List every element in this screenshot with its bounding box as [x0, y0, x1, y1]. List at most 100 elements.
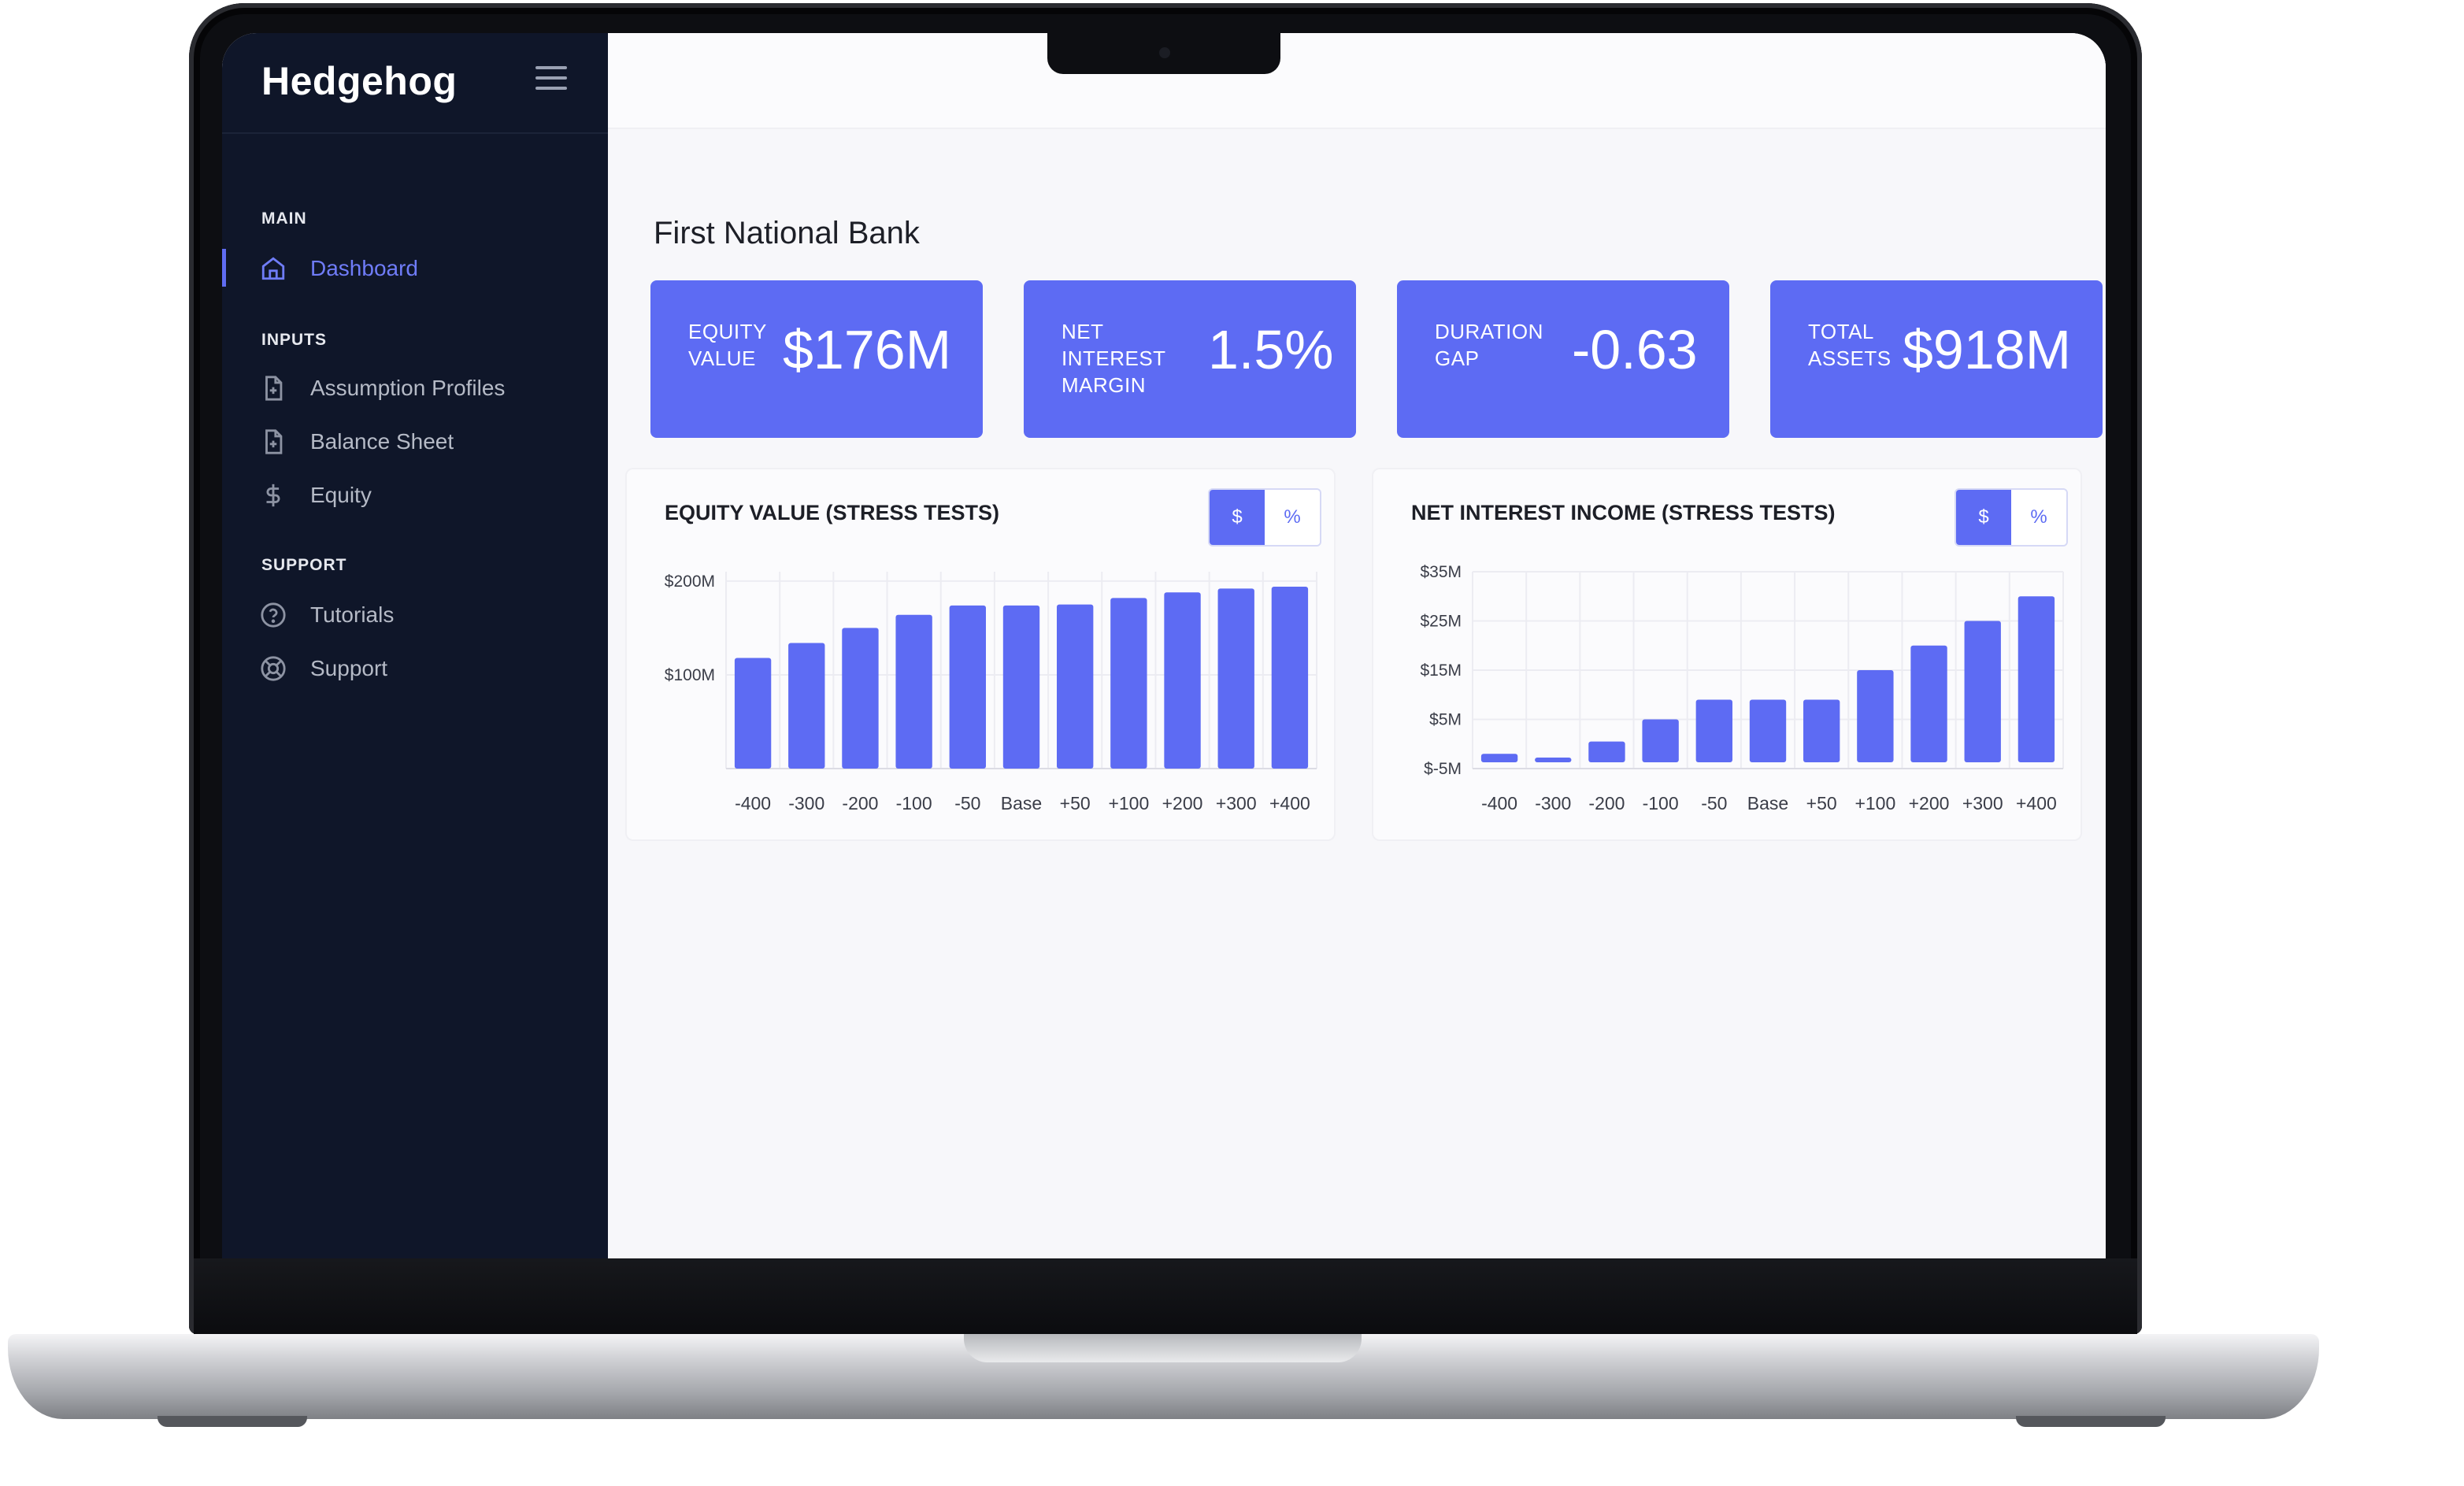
percent-toggle-button[interactable]: %: [2011, 490, 2066, 545]
kpi-label: NET INTEREST MARGIN: [1062, 320, 1166, 397]
kpi-value: $176M: [783, 319, 952, 380]
sidebar-item-assumption-profiles[interactable]: Assumption Profiles: [222, 365, 608, 409]
x-tick-label: +400: [1269, 793, 1310, 813]
x-tick-label: +200: [1162, 793, 1203, 813]
laptop-foot-right: [2016, 1416, 2166, 1427]
bar[interactable]: [1535, 758, 1572, 762]
lifebuoy-icon: [261, 656, 286, 681]
hamburger-menu-icon[interactable]: [535, 66, 567, 93]
brand-logo[interactable]: Hedgehog: [261, 59, 458, 103]
x-tick-label: Base: [1001, 793, 1042, 813]
y-tick-label: $100M: [665, 666, 715, 684]
laptop-hinge: [194, 1258, 2137, 1334]
kpi-card-equity-value[interactable]: EQUITY VALUE $176M: [650, 280, 983, 438]
bar[interactable]: [1642, 719, 1679, 763]
bar[interactable]: [788, 643, 825, 769]
x-tick-label: -100: [896, 793, 932, 813]
sidebar: Hedgehog MAIN Dashboard INPUTS Assumptio…: [222, 33, 608, 1258]
bar[interactable]: [1695, 699, 1732, 763]
bar[interactable]: [895, 614, 932, 769]
help-circle-icon: [261, 602, 286, 628]
x-tick-label: -300: [788, 793, 824, 813]
kpi-card-duration-gap[interactable]: DURATION GAP -0.63: [1397, 280, 1729, 438]
y-tick-label: $35M: [1420, 563, 1462, 581]
kpi-value: $918M: [1903, 319, 2072, 380]
unit-toggle: $ %: [1955, 488, 2068, 547]
x-tick-label: -50: [954, 793, 980, 813]
brand-row: Hedgehog: [222, 33, 608, 134]
kpi-label: TOTAL ASSETS: [1808, 320, 1892, 370]
bar[interactable]: [1271, 587, 1309, 769]
dollar-toggle-button[interactable]: $: [1956, 490, 2011, 545]
sidebar-item-support[interactable]: Support: [222, 646, 608, 690]
x-tick-label: +400: [2016, 793, 2057, 813]
x-tick-label: +300: [1216, 793, 1257, 813]
x-tick-label: Base: [1747, 793, 1788, 813]
x-tick-label: -400: [735, 793, 771, 813]
screen: Hedgehog MAIN Dashboard INPUTS Assumptio…: [222, 33, 2106, 1258]
bar[interactable]: [1057, 604, 1094, 769]
bar[interactable]: [1480, 754, 1518, 762]
x-tick-label: -200: [1588, 793, 1625, 813]
kpi-value: -0.63: [1572, 319, 1698, 380]
bar[interactable]: [1217, 588, 1254, 769]
y-tick-label: $15M: [1420, 661, 1462, 680]
bar[interactable]: [1164, 592, 1201, 769]
sidebar-item-balance-sheet[interactable]: Balance Sheet: [222, 419, 608, 463]
bar[interactable]: [1588, 741, 1625, 762]
x-tick-label: +100: [1108, 793, 1149, 813]
sidebar-item-tutorials[interactable]: Tutorials: [222, 592, 608, 636]
y-tick-label: $-5M: [1424, 760, 1462, 778]
x-tick-label: -50: [1701, 793, 1727, 813]
x-tick-label: -100: [1643, 793, 1679, 813]
x-tick-label: +300: [1962, 793, 2003, 813]
x-tick-label: -400: [1481, 793, 1517, 813]
laptop-opening-notch: [964, 1334, 1362, 1362]
bar[interactable]: [842, 628, 879, 769]
y-tick-label: $5M: [1429, 711, 1462, 729]
kpi-value: 1.5%: [1208, 319, 1334, 380]
kpi-card-total-assets[interactable]: TOTAL ASSETS $918M: [1770, 280, 2103, 438]
bar[interactable]: [1964, 621, 2001, 763]
file-plus-icon: [265, 376, 283, 401]
bar[interactable]: [2018, 596, 2055, 762]
equity-value-bar-chart: $100M $200M -400 -300 -200 -100 -50 Base +50 +100…: [665, 572, 1317, 813]
bar[interactable]: [1749, 699, 1787, 763]
chart-title: NET INTEREST INCOME (STRESS TESTS): [1411, 501, 1836, 524]
bar[interactable]: [1110, 598, 1147, 769]
sidebar-item-label: Support: [310, 656, 388, 680]
x-tick-label: +50: [1806, 793, 1837, 813]
sidebar-item-label: Equity: [310, 483, 372, 507]
section-label-main: MAIN: [261, 209, 307, 228]
sidebar-item-equity[interactable]: Equity: [222, 472, 608, 517]
bar[interactable]: [734, 658, 772, 769]
kpi-card-net-interest-margin[interactable]: NET INTEREST MARGIN 1.5%: [1024, 280, 1356, 438]
chart-title: EQUITY VALUE (STRESS TESTS): [665, 501, 1000, 524]
bar[interactable]: [1910, 645, 1947, 762]
sidebar-item-label: Dashboard: [310, 256, 418, 280]
topbar: [608, 33, 2106, 129]
bar[interactable]: [1857, 670, 1894, 762]
sidebar-item-label: Balance Sheet: [310, 429, 454, 454]
page-title: First National Bank: [654, 216, 920, 250]
section-label-support: SUPPORT: [261, 556, 347, 574]
x-tick-label: -300: [1535, 793, 1571, 813]
file-plus-icon: [265, 429, 283, 454]
camera-icon: [1159, 47, 1170, 58]
kpi-label: EQUITY VALUE: [688, 320, 767, 370]
section-label-inputs: INPUTS: [261, 331, 328, 349]
y-tick-label: $200M: [665, 573, 715, 591]
net-interest-income-chart-card: NET INTEREST INCOME (STRESS TESTS) $ % $…: [1373, 469, 2081, 839]
bar[interactable]: [949, 605, 986, 769]
x-tick-label: +100: [1854, 793, 1895, 813]
net-interest-income-bar-chart: $-5M $5M $15M $25M $35M -400 -300 -200 -100 -50 Ba…: [1420, 563, 2064, 813]
percent-toggle-button[interactable]: %: [1265, 490, 1320, 545]
main-content: First National Bank EQUITY VALUE $176M NE…: [608, 33, 2106, 1258]
dollar-icon: [266, 484, 280, 507]
dollar-toggle-button[interactable]: $: [1210, 490, 1265, 545]
camera-notch: [1047, 33, 1280, 74]
bar[interactable]: [1803, 699, 1840, 763]
x-tick-label: +200: [1909, 793, 1950, 813]
bar[interactable]: [1002, 605, 1040, 769]
sidebar-item-dashboard[interactable]: Dashboard: [222, 246, 608, 290]
